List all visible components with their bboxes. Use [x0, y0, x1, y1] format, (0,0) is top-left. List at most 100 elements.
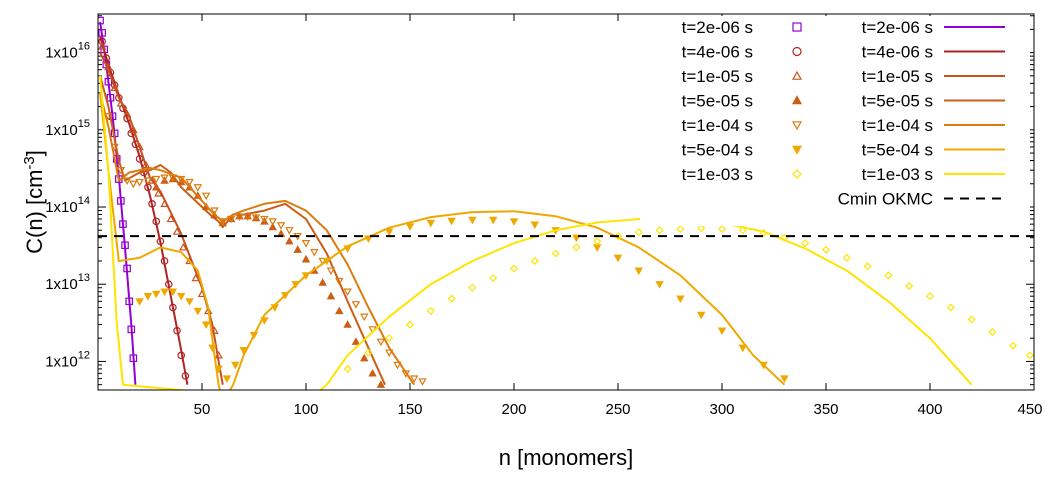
y-tick-label: 1x1014 [45, 195, 90, 216]
legend-marker [792, 169, 802, 179]
data-point [239, 346, 248, 355]
data-point [385, 334, 394, 343]
series-line [99, 36, 189, 385]
x-tick-label: 50 [194, 401, 211, 418]
legend-label-line: t=4e-06 s [862, 43, 933, 62]
legend-label-points: t=4e-06 s [682, 43, 753, 62]
legend-label-points: t=1e-05 s [682, 67, 753, 86]
data-point [193, 184, 203, 192]
data-point [160, 257, 169, 265]
data-point [152, 290, 161, 299]
data-point [530, 256, 539, 266]
data-point [176, 175, 186, 184]
data-point [173, 326, 181, 335]
legend-marker [792, 22, 802, 32]
data-point [249, 331, 259, 340]
data-point [697, 224, 706, 233]
data-point [104, 113, 113, 121]
data-point [98, 42, 107, 50]
data-point [884, 271, 893, 280]
legend-label-points: t=2e-06 s [682, 18, 753, 37]
data-point [863, 262, 872, 271]
x-tick-label: 200 [501, 401, 526, 418]
data-point [572, 243, 581, 252]
data-point [326, 267, 336, 276]
plot-frame [97, 13, 1035, 391]
data-point [185, 178, 194, 187]
data-point [106, 93, 115, 102]
data-point [343, 245, 352, 253]
data-point [1009, 341, 1018, 350]
series-line [99, 92, 416, 386]
data-point [160, 288, 169, 297]
data-point [152, 217, 161, 226]
data-point [210, 326, 219, 334]
data-point [260, 215, 269, 224]
data-point [318, 257, 327, 266]
data-point [509, 264, 519, 273]
data-point [119, 220, 127, 228]
data-point [164, 280, 173, 289]
data-point [293, 245, 302, 253]
data-point [235, 213, 244, 222]
series-line [99, 75, 386, 386]
data-point [291, 281, 300, 289]
data-point [310, 249, 319, 257]
data-point [222, 375, 232, 383]
data-point [169, 303, 177, 312]
x-tick-label: 400 [917, 401, 942, 418]
data-point [116, 167, 126, 175]
data-point [98, 29, 106, 37]
data-point [148, 200, 156, 208]
data-point [129, 354, 138, 363]
data-point [210, 207, 219, 215]
legend: t=2e-06 s t=2e-06 s t=4e-06 s t=4e-06 s t=1e… [640, 16, 1030, 226]
data-point [905, 281, 914, 290]
series-line [99, 52, 224, 385]
data-point [368, 368, 377, 377]
data-point [780, 375, 789, 383]
legend-marker [792, 46, 802, 57]
data-point [1025, 351, 1034, 360]
data-point [110, 143, 119, 152]
data-point [231, 361, 240, 370]
data-point [285, 236, 294, 245]
data-point [393, 361, 402, 370]
data-point [98, 16, 104, 25]
data-point [696, 311, 706, 320]
data-point [104, 62, 113, 71]
data-point [530, 221, 540, 230]
data-point [360, 353, 369, 362]
legend-label-line: t=1e-04 s [862, 116, 933, 135]
x-tick-label: 450 [1017, 401, 1042, 418]
data-point [129, 180, 138, 189]
data-point [634, 228, 643, 237]
data-point [152, 182, 161, 191]
data-point [613, 254, 623, 263]
data-point [135, 142, 144, 151]
data-point [214, 350, 223, 359]
data-point [276, 222, 286, 230]
data-point [488, 216, 498, 225]
data-point [122, 109, 132, 118]
data-point [116, 98, 126, 107]
data-point [351, 337, 361, 345]
data-point [143, 293, 153, 301]
data-point [104, 77, 113, 86]
data-point [655, 281, 664, 289]
data-point [156, 237, 165, 246]
data-point [318, 278, 327, 286]
data-point [925, 292, 935, 301]
data-point [110, 83, 119, 91]
legend-label-points: t=5e-05 s [682, 92, 753, 111]
legend-label-points: t=1e-03 s [682, 165, 753, 184]
data-point [112, 155, 121, 163]
y-tick-label: 1x1016 [45, 41, 90, 62]
data-point [166, 214, 176, 223]
legend-label-line: t=5e-04 s [862, 141, 933, 160]
data-point [181, 372, 190, 380]
data-point [418, 378, 427, 386]
data-point [409, 375, 419, 383]
data-point [117, 197, 125, 205]
data-point [141, 160, 151, 169]
